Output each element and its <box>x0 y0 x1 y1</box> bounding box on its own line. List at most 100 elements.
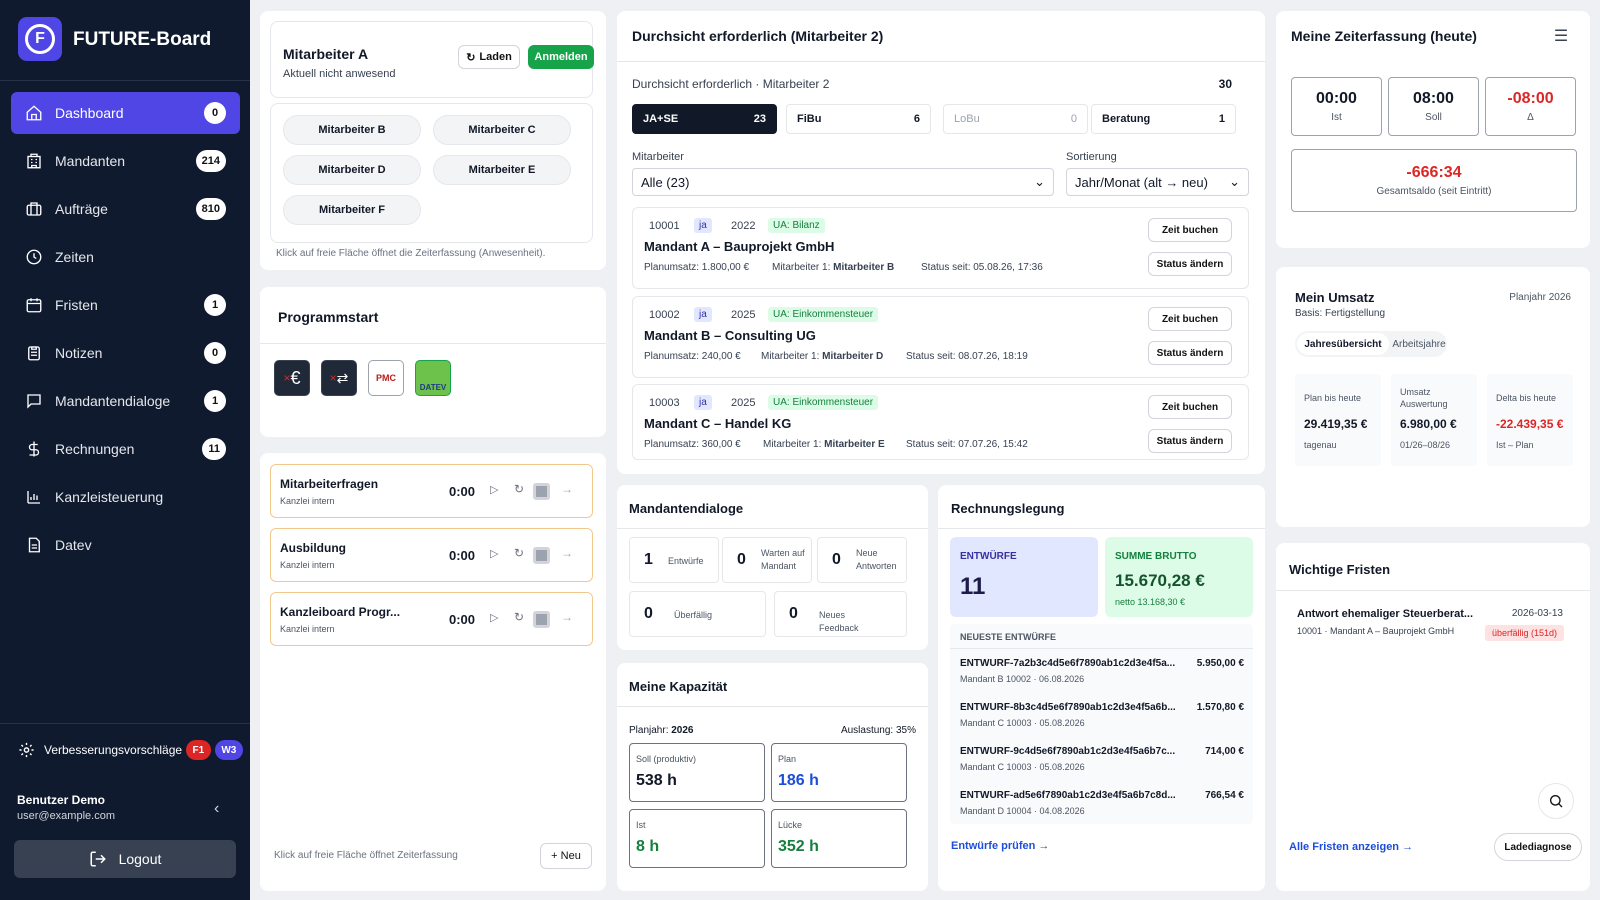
sidebar-item-rechnungen[interactable]: Rechnungen 11 <box>11 428 240 470</box>
timer-item[interactable]: Ausbildung Kanzlei intern 0:00 ▷ ↻ → <box>270 528 593 582</box>
change-status-button[interactable]: Status ändern <box>1148 429 1232 453</box>
reset-icon[interactable]: ↻ <box>514 610 525 624</box>
reset-icon[interactable]: ↻ <box>514 546 525 560</box>
sort-select[interactable]: Jahr/Monat (alt → neu) ⌄ <box>1066 168 1249 196</box>
dialog-stat[interactable]: 1 Entwürfe <box>629 537 719 583</box>
tab-jase[interactable]: JA+SE 23 <box>632 104 777 134</box>
bar-chart-icon <box>27 491 40 504</box>
revenue-basis: Basis: Fertigstellung <box>1295 308 1386 319</box>
tab-annual-overview[interactable]: Jahresübersicht <box>1297 333 1389 355</box>
stat-label: Entwürfe <box>668 556 704 566</box>
timer-item[interactable]: Mitarbeiterfragen Kanzlei intern 0:00 ▷ ↻ → <box>270 464 593 518</box>
logout-button[interactable]: Logout <box>14 840 236 878</box>
sidebar-item-label: Kanzleisteuerung <box>55 489 164 505</box>
change-status-button[interactable]: Status ändern <box>1148 341 1232 365</box>
draft-item[interactable]: ENTWURF-8b3c4d5e6f7890ab1c2d3e4f5a6b... 1… <box>950 696 1253 736</box>
review-drafts-link[interactable]: Entwürfe prüfen → <box>951 840 1050 852</box>
arrow-right-icon[interactable]: → <box>561 610 573 624</box>
client-number: 10001 <box>649 220 680 232</box>
capacity-value: 538 h <box>636 772 677 789</box>
employee-chip[interactable]: Mitarbeiter C <box>433 115 571 145</box>
all-deadlines-link[interactable]: Alle Fristen anzeigen → <box>1289 841 1414 853</box>
tab-fibu[interactable]: FiBu 6 <box>786 104 931 134</box>
sidebar-item-mandanten[interactable]: Mandanten 214 <box>11 140 240 182</box>
capacity-box: Soll (produktiv) 538 h <box>629 743 765 802</box>
play-icon[interactable]: ▷ <box>490 548 499 560</box>
employee-filter-select[interactable]: Alle (23) ⌄ <box>632 168 1054 196</box>
tab-work-years[interactable]: Arbeitsjahre <box>1392 338 1446 350</box>
review-entry[interactable]: 10003 ja 2025 UA: Einkommensteuer Mandant C … <box>632 384 1249 460</box>
review-entry[interactable]: 10001 ja 2022 UA: Bilanz Mandant A – Bauproj… <box>632 207 1249 289</box>
feedback-link[interactable]: Verbesserungsvorschläge F1 W3 <box>18 737 243 763</box>
dialog-stat[interactable]: 0 Neues Feedback <box>774 591 907 637</box>
play-icon[interactable]: ▷ <box>490 484 499 496</box>
app-logo[interactable]: F <box>18 17 62 61</box>
search-button[interactable] <box>1538 783 1574 819</box>
login-button[interactable]: Anmelden <box>528 45 594 69</box>
timer-subtitle: Kanzlei intern <box>280 496 335 506</box>
capacity-value: 8 h <box>636 838 660 855</box>
sum-label: SUMME BRUTTO <box>1115 551 1197 562</box>
employee-chip[interactable]: Mitarbeiter F <box>283 195 421 225</box>
overdue-badge: überfällig (151d) <box>1485 625 1564 641</box>
tab-lobu[interactable]: LoBu 0 <box>943 104 1088 134</box>
review-total: 30 <box>1218 77 1232 91</box>
draft-item[interactable]: ENTWURF-9c4d5e6f7890ab1c2d3e4f5a6b7c... 7… <box>950 740 1253 780</box>
client-dialogs-card: Mandantendialoge 1 Entwürfe 0 Warten auf Ma… <box>617 485 928 650</box>
presence-card[interactable]: Mitarbeiter A Aktuell nicht anwesend ↻ La… <box>260 11 606 270</box>
load-diagnostics-button[interactable]: Ladediagnose <box>1494 833 1582 861</box>
year: 2025 <box>731 309 756 321</box>
review-entry[interactable]: 10002 ja 2025 UA: Einkommensteuer Mandant B … <box>632 296 1249 378</box>
gear-icon <box>19 742 34 758</box>
new-timer-button[interactable]: + Neu <box>540 843 592 869</box>
drafts-tile[interactable]: ENTWÜRFE 11 <box>950 537 1098 617</box>
sidebar-item-fristen[interactable]: Fristen 1 <box>11 284 240 326</box>
dialog-stat[interactable]: 0 Neue Antworten <box>817 537 907 583</box>
tab-beratung[interactable]: Beratung 1 <box>1091 104 1236 134</box>
stop-icon[interactable] <box>533 611 550 628</box>
timer-item[interactable]: Kanzleiboard Progr... Kanzlei intern 0:00 ▷… <box>270 592 593 646</box>
tab-count: 1 <box>1218 113 1225 125</box>
book-time-button[interactable]: Zeit buchen <box>1148 218 1232 242</box>
change-status-button[interactable]: Status ändern <box>1148 252 1232 276</box>
collapse-chevron-icon[interactable]: ‹ <box>214 800 220 817</box>
reset-icon[interactable]: ↻ <box>514 482 525 496</box>
user-name: Benutzer Demo <box>17 793 106 807</box>
revenue-stat-value: 6.980,00 € <box>1400 417 1457 431</box>
revenue-title: Mein Umsatz <box>1295 290 1375 305</box>
draft-item[interactable]: ENTWURF-ad5e6f7890ab1c2d3e4f5a6b7c8d... 7… <box>950 784 1253 824</box>
sidebar-item-kanzleisteuerung[interactable]: Kanzleisteuerung <box>11 476 240 518</box>
excel-transfer-icon[interactable]: × ⇄ <box>321 360 357 396</box>
dialog-stat[interactable]: 0 Warten auf Mandant <box>722 537 812 583</box>
delta-time: -08:00 <box>1507 90 1554 107</box>
feedback-badge[interactable]: F1 <box>186 740 211 760</box>
employee-chip[interactable]: Mitarbeiter D <box>283 155 421 185</box>
stop-icon[interactable] <box>533 483 550 500</box>
sidebar-item-notizen[interactable]: Notizen 0 <box>11 332 240 374</box>
datev-icon[interactable]: DATEV <box>415 360 451 396</box>
stop-icon[interactable] <box>533 547 550 564</box>
employee-chip[interactable]: Mitarbeiter B <box>283 115 421 145</box>
sidebar-item-auftrge[interactable]: Aufträge 810 <box>11 188 240 230</box>
draft-item[interactable]: ENTWURF-7a2b3c4d5e6f7890ab1c2d3e4f5a... 5… <box>950 652 1253 692</box>
sidebar-item-zeiten[interactable]: Zeiten <box>11 236 240 278</box>
sidebar-item-datev[interactable]: Datev <box>11 524 240 566</box>
sidebar-item-dashboard[interactable]: Dashboard 0 <box>11 92 240 134</box>
pmc-icon[interactable]: PMC <box>368 360 404 396</box>
arrow-right-icon[interactable]: → <box>561 546 573 560</box>
book-time-button[interactable]: Zeit buchen <box>1148 307 1232 331</box>
arrow-right-icon[interactable]: → <box>561 482 573 496</box>
excel-euro-icon[interactable]: × € <box>274 360 310 396</box>
sidebar-item-label: Mandanten <box>55 153 126 169</box>
sliders-icon[interactable]: ☰ <box>1553 28 1569 45</box>
logout-label: Logout <box>118 851 162 867</box>
wish-badge[interactable]: W3 <box>214 740 243 760</box>
employee-chip[interactable]: Mitarbeiter E <box>433 155 571 185</box>
book-time-button[interactable]: Zeit buchen <box>1148 395 1232 419</box>
dialog-stat[interactable]: 0 Überfällig <box>629 591 766 637</box>
load-button[interactable]: ↻ Laden <box>458 45 520 69</box>
play-icon[interactable]: ▷ <box>490 612 499 624</box>
sidebar-item-mandantendialoge[interactable]: Mandantendialoge 1 <box>11 380 240 422</box>
deadline-item[interactable]: Antwort ehemaliger Steuerberat... 2026-0… <box>1285 592 1577 654</box>
revenue-card: Mein Umsatz Planjahr 2026 Basis: Fertigs… <box>1276 267 1590 527</box>
